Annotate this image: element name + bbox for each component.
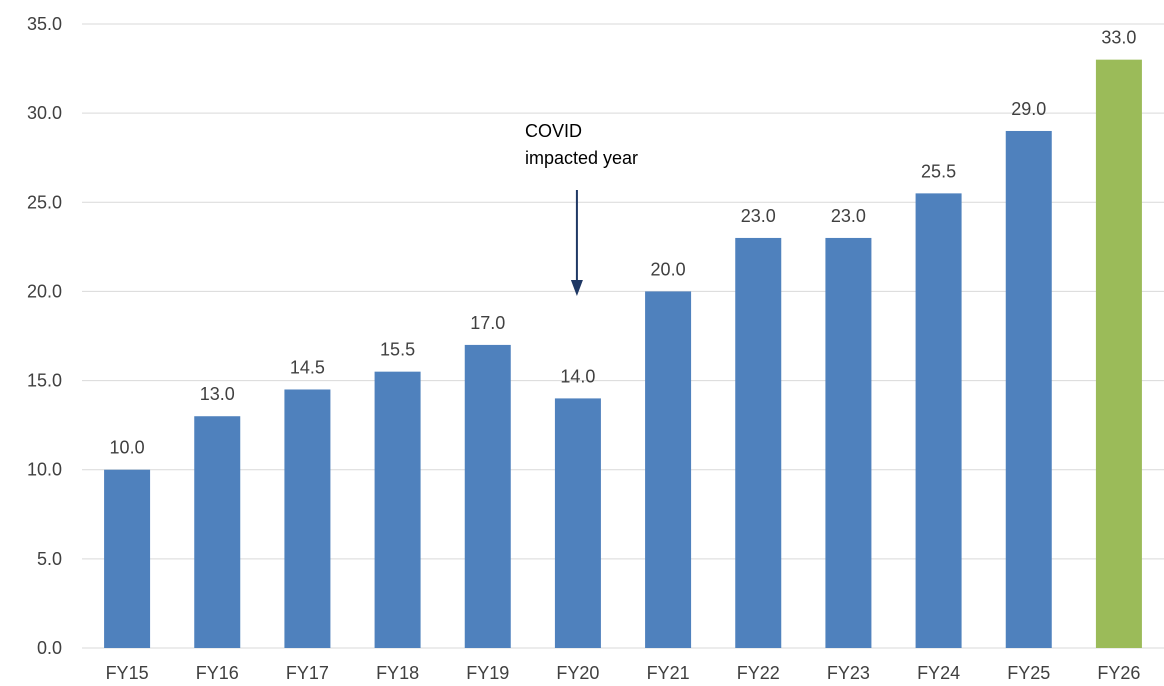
y-tick-label: 5.0: [37, 549, 62, 569]
bar-fy17: [284, 389, 330, 648]
x-tick-label-fy24: FY24: [917, 663, 960, 683]
x-tick-label-fy23: FY23: [827, 663, 870, 683]
data-labels: 10.0 13.0 14.5 15.5 17.0 14.0 20.0 23.0 23.0 25.5…: [110, 28, 1137, 458]
annotation-line-1: COVID: [525, 121, 582, 141]
bar-fy18: [375, 372, 421, 648]
data-label-fy20: 14.0: [560, 366, 595, 386]
x-tick-label-fy21: FY21: [647, 663, 690, 683]
y-tick-label: 15.0: [27, 371, 62, 391]
y-tick-label: 35.0: [27, 14, 62, 34]
x-tick-label-fy20: FY20: [556, 663, 599, 683]
x-tick-label-fy26: FY26: [1097, 663, 1140, 683]
data-label-fy24: 25.5: [921, 161, 956, 181]
bar-fy19: [465, 345, 511, 648]
bar-fy26: [1096, 60, 1142, 648]
data-label-fy18: 15.5: [380, 340, 415, 360]
data-label-fy21: 20.0: [651, 259, 686, 279]
y-axis-tick-labels: 0.0 5.0 10.0 15.0 20.0 25.0 30.0 35.0: [27, 14, 62, 658]
bar-fy15: [104, 470, 150, 648]
bar-fy25: [1006, 131, 1052, 648]
bar-fy23: [825, 238, 871, 648]
bar-fy20: [555, 398, 601, 648]
data-label-fy22: 23.0: [741, 206, 776, 226]
annotation-arrow-head: [571, 280, 583, 296]
y-tick-label: 10.0: [27, 460, 62, 480]
data-label-fy17: 14.5: [290, 357, 325, 377]
x-tick-label-fy16: FY16: [196, 663, 239, 683]
data-label-fy25: 29.0: [1011, 99, 1046, 119]
y-tick-label: 0.0: [37, 638, 62, 658]
bar-fy21: [645, 291, 691, 648]
data-label-fy19: 17.0: [470, 313, 505, 333]
data-label-fy26: 33.0: [1101, 28, 1136, 48]
data-label-fy23: 23.0: [831, 206, 866, 226]
y-tick-label: 25.0: [27, 192, 62, 212]
bar-fy24: [916, 193, 962, 648]
x-tick-label-fy18: FY18: [376, 663, 419, 683]
gridlines: [82, 24, 1164, 648]
bar-fy22: [735, 238, 781, 648]
data-label-fy16: 13.0: [200, 384, 235, 404]
x-axis-category-labels: FY15 FY16 FY17 FY18 FY19 FY20 FY21 FY22 FY23 FY24…: [106, 663, 1141, 683]
x-tick-label-fy19: FY19: [466, 663, 509, 683]
bar-fy16: [194, 416, 240, 648]
x-tick-label-fy22: FY22: [737, 663, 780, 683]
y-tick-label: 30.0: [27, 103, 62, 123]
covid-annotation: COVID impacted year: [525, 121, 638, 296]
annotation-line-2: impacted year: [525, 148, 638, 168]
y-tick-label: 20.0: [27, 281, 62, 301]
x-tick-label-fy17: FY17: [286, 663, 329, 683]
x-tick-label-fy25: FY25: [1007, 663, 1050, 683]
data-label-fy15: 10.0: [110, 438, 145, 458]
x-tick-label-fy15: FY15: [106, 663, 149, 683]
